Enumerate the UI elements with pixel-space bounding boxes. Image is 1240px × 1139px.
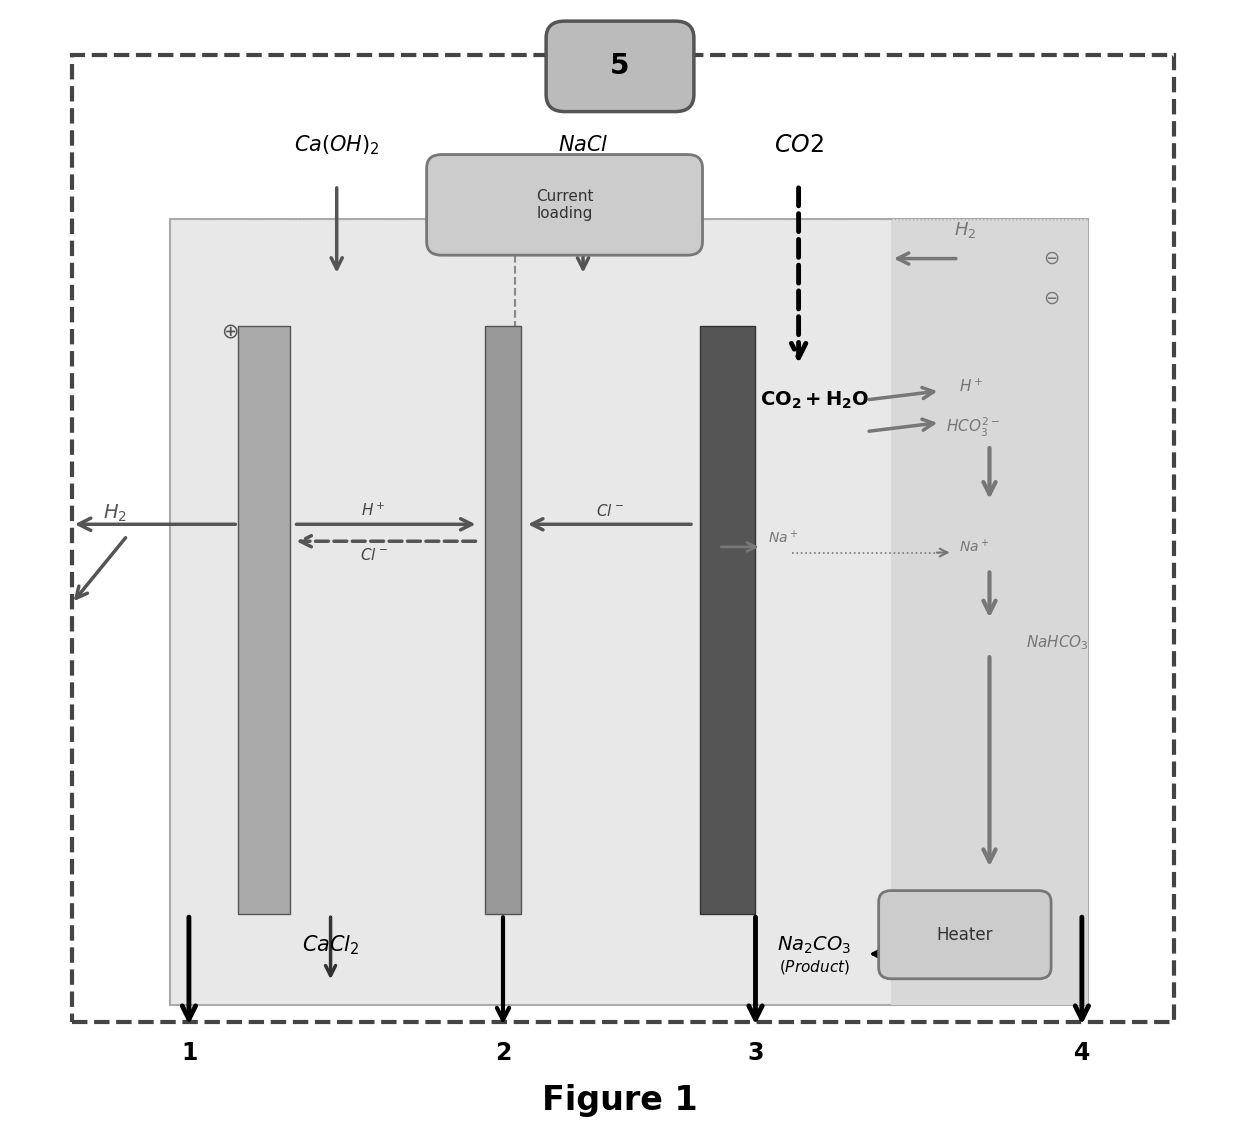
Text: $HCO_3^{2-}$: $HCO_3^{2-}$ (946, 416, 1001, 439)
Bar (238, 327, 290, 915)
Text: $\oplus$: $\oplus$ (221, 322, 238, 342)
Text: $H_2$: $H_2$ (954, 220, 976, 240)
Text: Figure 1: Figure 1 (542, 1084, 698, 1117)
Text: $\mathbf{2}$: $\mathbf{2}$ (495, 1041, 511, 1065)
Text: $Cl^-$: $Cl^-$ (596, 502, 624, 518)
FancyBboxPatch shape (427, 155, 703, 255)
Text: $(Product)$: $(Product)$ (779, 959, 851, 976)
Text: $Cl^-$: $Cl^-$ (360, 547, 388, 563)
Bar (892, 219, 1087, 1005)
FancyBboxPatch shape (546, 22, 694, 112)
Text: $CaCl_2$: $CaCl_2$ (301, 933, 360, 957)
Text: $NaCl$: $NaCl$ (558, 136, 609, 156)
Text: $Na_2CO_3$: $Na_2CO_3$ (777, 934, 852, 956)
Text: Heater: Heater (936, 926, 993, 944)
Text: $\mathbf{4}$: $\mathbf{4}$ (1073, 1041, 1090, 1065)
Text: $\mathbf{CO_2 + H_2O}$: $\mathbf{CO_2 + H_2O}$ (760, 390, 869, 410)
Text: $\ominus$: $\ominus$ (1043, 288, 1059, 308)
Text: $\mathbf{3}$: $\mathbf{3}$ (748, 1041, 764, 1065)
Text: $NaHCO_3$: $NaHCO_3$ (1027, 633, 1089, 653)
Text: $\mathbf{1}$: $\mathbf{1}$ (181, 1041, 197, 1065)
Text: $H_2$: $H_2$ (103, 502, 126, 524)
Text: $H^+$: $H^+$ (959, 378, 983, 395)
Text: $H^+$: $H^+$ (361, 502, 386, 519)
Bar (72, 55, 1174, 1022)
Text: $Na^+$: $Na^+$ (959, 539, 990, 556)
Text: $Ca(OH)_2$: $Ca(OH)_2$ (294, 133, 379, 157)
Text: $Na^+$: $Na^+$ (768, 530, 799, 547)
Bar (701, 327, 755, 915)
Text: 5: 5 (610, 52, 630, 81)
Text: $\ominus$: $\ominus$ (1043, 249, 1059, 268)
Text: $\mathbf{\mathit{CO2}}$: $\mathbf{\mathit{CO2}}$ (774, 133, 823, 157)
FancyBboxPatch shape (879, 891, 1052, 978)
Bar (485, 327, 522, 915)
Bar (170, 219, 1087, 1005)
Text: Current
loading: Current loading (536, 189, 593, 221)
